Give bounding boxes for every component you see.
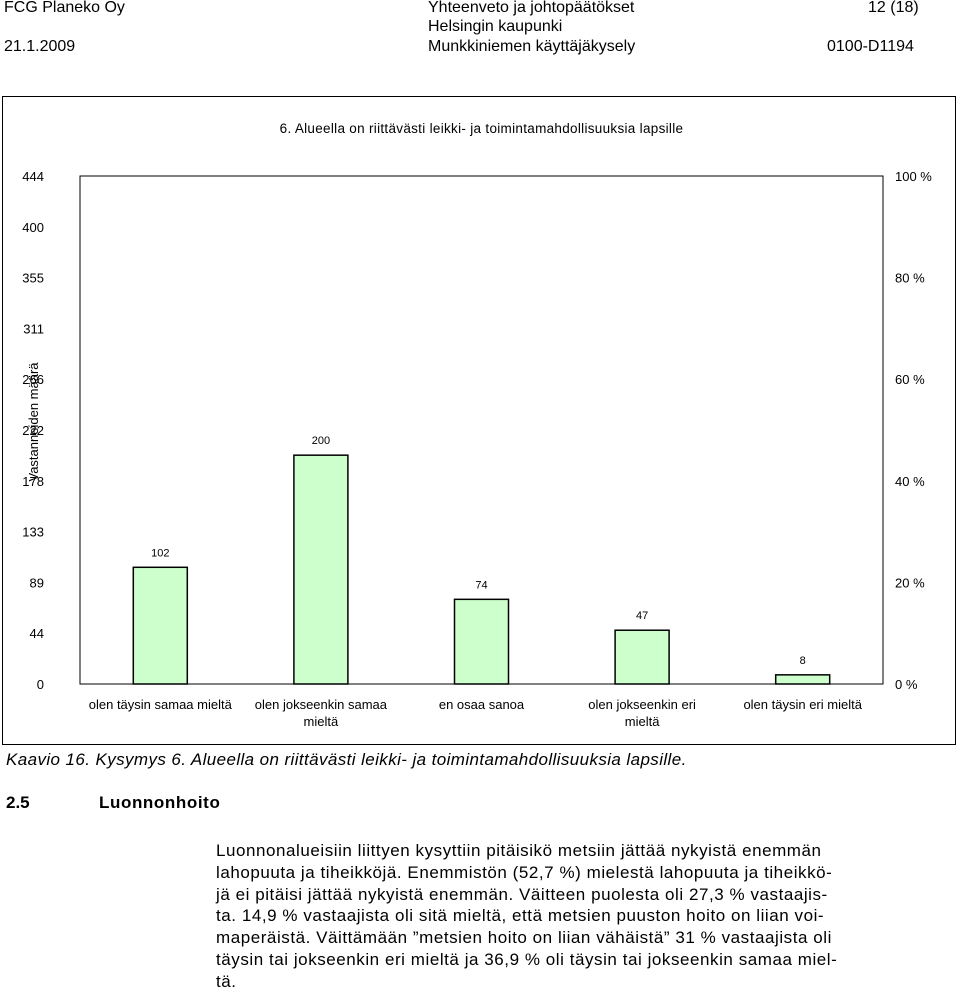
bar-chart: 6. Alueella on riittävästi leikki- ja to…	[22, 121, 932, 729]
category-label: olen täysin samaa mieltä	[89, 697, 233, 712]
category-label: olen jokseenkin eri	[588, 697, 696, 712]
category-label: mieltä	[625, 714, 660, 729]
bar	[293, 454, 349, 685]
y2-tick-label: 100 %	[895, 169, 932, 184]
document-date: 21.1.2009	[4, 38, 76, 55]
bar	[774, 674, 831, 685]
y2-tick-label: 80 %	[895, 271, 925, 286]
y-tick-label: 444	[22, 169, 44, 184]
y-tick-label: 44	[30, 626, 44, 641]
page-number: 12 (18)	[868, 0, 919, 16]
y2-tick-label: 0 %	[895, 677, 918, 692]
chart-title: 6. Alueella on riittävästi leikki- ja to…	[280, 121, 684, 136]
bar	[132, 566, 189, 685]
y2-tick-label: 60 %	[895, 372, 925, 387]
y-axis-label: Vastanneiden määrä	[26, 362, 41, 482]
company-name: FCG Planeko Oy	[4, 0, 125, 16]
survey-name: Munkkiniemen käyttäjäkysely	[428, 38, 636, 55]
figure-caption: Kaavio 16. Kysymys 6. Alueella on riittä…	[6, 750, 687, 769]
y-tick-label: 89	[30, 575, 44, 590]
chart-frame: 6. Alueella on riittävästi leikki- ja to…	[2, 96, 956, 745]
paragraph-line: maperäistä. Väittämään ”metsien hoito on…	[216, 928, 832, 948]
section-number: 2.5	[6, 793, 30, 812]
paragraph-line: täysin tai jokseenkin eri mieltä ja 36,9…	[216, 949, 838, 969]
client-name: Helsingin kaupunki	[428, 18, 563, 35]
paragraph-line: jä ei pitäisi jättää nykyistä enemmän. V…	[216, 884, 828, 904]
paragraph-line: ta. 14,9 % vastaajista oli sitä mieltä, …	[216, 906, 825, 926]
paragraph-line: lahopuuta ja tiheikköjä. Enemmistön (52,…	[216, 862, 833, 882]
y-tick-label: 222	[22, 423, 44, 438]
body-paragraph: Luonnonalueisiin liittyen kysyttiin pitä…	[216, 840, 956, 993]
y-tick-label: 400	[22, 220, 44, 235]
category-label: en osaa sanoa	[439, 697, 525, 712]
paragraph-line: tä.	[216, 971, 237, 991]
bar	[614, 629, 670, 685]
y-tick-label: 266	[22, 372, 44, 387]
data-label: 200	[312, 435, 330, 447]
project-code: 0100-D1194	[827, 38, 914, 55]
paragraph-line: Luonnonalueisiin liittyen kysyttiin pitä…	[216, 841, 822, 860]
category-label: mieltä	[304, 714, 339, 729]
data-label: 47	[636, 610, 648, 622]
data-label: 102	[151, 547, 169, 559]
y-tick-label: 0	[37, 677, 44, 692]
y-tick-label: 355	[22, 271, 44, 286]
y2-tick-label: 20 %	[895, 575, 925, 590]
y2-tick-label: 40 %	[895, 474, 925, 489]
category-label: olen täysin eri mieltä	[743, 697, 862, 712]
document-type: Yhteenveto ja johtopäätökset	[428, 0, 635, 16]
category-label: olen jokseenkin samaa	[255, 697, 388, 712]
bar	[453, 598, 510, 685]
y-tick-label: 133	[22, 525, 44, 540]
y-tick-label: 311	[23, 321, 44, 336]
data-label: 74	[475, 579, 487, 591]
data-label: 8	[800, 655, 806, 667]
section-title: Luonnonhoito	[99, 793, 221, 812]
y-tick-label: 178	[22, 474, 44, 489]
